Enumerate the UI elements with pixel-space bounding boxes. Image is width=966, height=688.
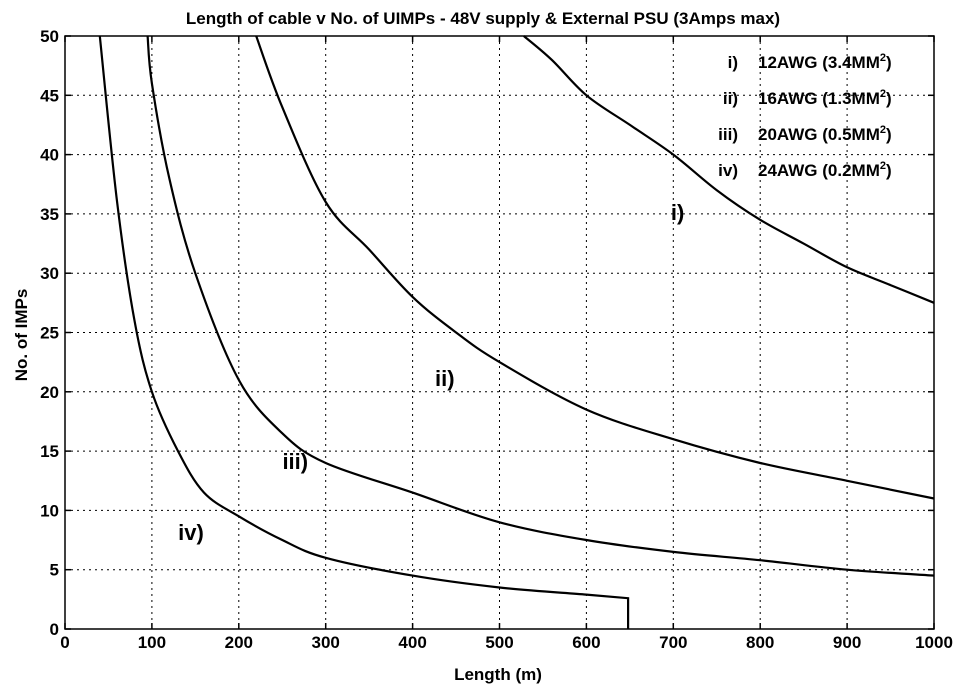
series-12awg-line bbox=[523, 35, 935, 304]
x-tick-label: 200 bbox=[225, 633, 253, 652]
legend-roman: iii) bbox=[718, 125, 738, 144]
x-tick-label: 700 bbox=[659, 633, 687, 652]
legend-close-paren: ) bbox=[886, 53, 892, 72]
legend-superscript: 2 bbox=[880, 160, 886, 172]
plot-frame bbox=[64, 35, 935, 630]
legend-close-paren: ) bbox=[886, 125, 892, 144]
y-tick-label: 45 bbox=[40, 86, 59, 105]
y-tick-label: 20 bbox=[40, 383, 59, 402]
legend-superscript: 2 bbox=[880, 124, 886, 136]
x-tick-label: 500 bbox=[485, 633, 513, 652]
legend-entry: 24AWG (0.2MM2) bbox=[758, 160, 892, 180]
curve-labels: i) ii) iii) iv) bbox=[178, 200, 684, 545]
legend-close-paren: ) bbox=[886, 89, 892, 108]
legend-roman: i) bbox=[728, 53, 738, 72]
x-tick-label: 300 bbox=[312, 633, 340, 652]
series-group bbox=[98, 35, 935, 629]
legend-entry: 20AWG (0.5MM2) bbox=[758, 124, 892, 144]
curve-label: ii) bbox=[435, 366, 455, 391]
y-tick-label: 15 bbox=[40, 442, 59, 461]
series-20awg-line bbox=[146, 35, 935, 577]
y-tick-label: 40 bbox=[40, 146, 59, 165]
y-tick-label: 0 bbox=[50, 620, 59, 639]
curve-label: iii) bbox=[282, 449, 308, 474]
legend-roman: iv) bbox=[718, 161, 738, 180]
tick-labels: 0 100 200 300 400 500 600 700 800 900 1000 0 5 10 15 20… bbox=[40, 27, 953, 652]
legend-entry: 12AWG (3.4MM2) bbox=[758, 52, 892, 72]
y-tick-label: 35 bbox=[40, 205, 59, 224]
series-16awg-line bbox=[255, 35, 935, 500]
series-24awg-line bbox=[98, 35, 630, 629]
x-tick-label: 0 bbox=[60, 633, 69, 652]
y-axis-label: No. of IMPs bbox=[12, 289, 31, 382]
legend-close-paren: ) bbox=[886, 161, 892, 180]
legend-superscript: 2 bbox=[880, 52, 886, 64]
y-tick-label: 10 bbox=[40, 501, 59, 520]
x-tick-label: 900 bbox=[833, 633, 861, 652]
legend-entry: 16AWG (1.3MM2) bbox=[758, 88, 892, 108]
x-tick-label: 100 bbox=[138, 633, 166, 652]
x-tick-label: 1000 bbox=[915, 633, 953, 652]
x-tick-label: 400 bbox=[398, 633, 426, 652]
chart-title: Length of cable v No. of UIMPs - 48V sup… bbox=[186, 9, 780, 28]
x-axis-label: Length (m) bbox=[454, 665, 542, 684]
y-tick-label: 30 bbox=[40, 264, 59, 283]
curve-label: iv) bbox=[178, 520, 204, 545]
y-tick-label: 25 bbox=[40, 324, 59, 343]
x-tick-label: 600 bbox=[572, 633, 600, 652]
legend-superscript: 2 bbox=[880, 88, 886, 100]
legend: i) 12AWG (3.4MM2) ii) 16AWG (1.3MM2) iii) 20A… bbox=[718, 52, 892, 180]
legend-roman: ii) bbox=[723, 89, 738, 108]
x-tick-label: 800 bbox=[746, 633, 774, 652]
y-tick-label: 5 bbox=[50, 561, 59, 580]
y-tick-label: 50 bbox=[40, 27, 59, 46]
curve-label: i) bbox=[671, 200, 684, 225]
